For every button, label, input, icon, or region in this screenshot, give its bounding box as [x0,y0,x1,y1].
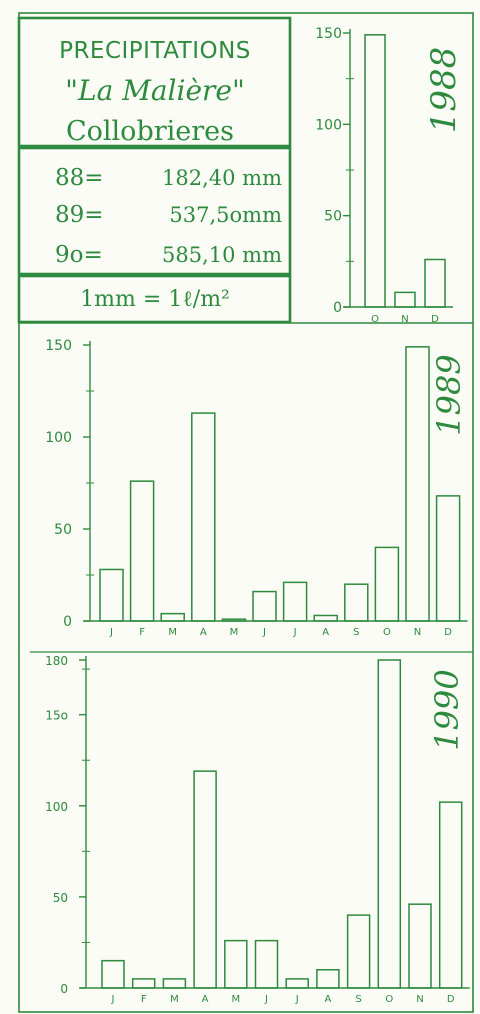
category-label-1990-2: F [141,994,147,1005]
year-title-1989: 1989 [430,354,468,435]
total-89-amount: 537,5omm [169,203,282,227]
chart-1988: 0 50 100 150 O N D 1988 [315,26,464,325]
bar-1989-3 [160,612,185,622]
chart-1989: 0 50 100 150 J F M A M J J A S O N D 1989 [45,338,468,638]
outer-frame [18,12,474,1013]
year-title-1988: 1988 [424,47,464,134]
category-label-1990-5: M [231,994,240,1005]
bar-1990-11 [408,903,432,989]
category-label-1989-4: A [200,627,207,638]
bar-1989-2 [129,480,155,622]
bar-1990-10 [377,659,402,989]
place-name: "La Malière" [65,74,245,107]
category-label-1989-10: O [383,627,391,638]
category-label-1989-3: M [168,627,177,638]
category-label-1990-10: O [385,994,393,1005]
category-label-1990-9: S [355,994,361,1005]
category-label-1989-7: J [293,627,297,638]
category-label-1989-12: D [444,627,452,638]
category-label-1990-11: N [416,994,423,1005]
bar-1989-1 [99,568,124,622]
category-label-1989-2: F [139,627,145,638]
y-tick-label-1990-50: 50 [53,891,68,905]
category-label-1989-5: M [230,627,239,638]
title: PRECIPITATIONS [59,38,251,64]
category-label-1988-3: D [431,314,439,325]
y-tick-label-1989-150: 150 [45,338,72,354]
bar-1990-7 [285,978,309,989]
y-tick-label-1990-0: 0 [60,982,68,996]
town-name: Collobrieres [66,116,234,147]
category-label-1990-12: D [447,994,455,1005]
category-label-1988-1: O [371,314,379,325]
total-88-year: 88= [55,165,104,191]
category-label-1990-7: J [295,994,299,1005]
category-label-1989-1: J [109,627,113,638]
category-label-1989-8: A [322,627,329,638]
y-tick-label-1990-150: 15o [45,709,68,723]
category-label-1989-9: S [353,627,359,638]
bar-1988-3 [424,258,446,308]
bar-1990-12 [438,801,463,989]
bar-1989-6 [252,590,277,622]
bar-1990-3 [162,978,187,989]
y-tick-label-1989-50: 50 [54,522,72,538]
bar-1989-10 [374,546,400,622]
bar-1989-7 [282,581,308,622]
y-tick-label-1988-0: 0 [333,300,342,316]
total-90-amount: 585,10 mm [162,243,282,267]
bar-1990-8 [316,969,340,989]
bar-1988-1 [364,34,386,308]
category-label-1990-6: J [264,994,268,1005]
category-label-1989-11: N [414,627,421,638]
category-label-1989-6: J [262,627,266,638]
bar-1990-4 [193,770,217,989]
category-label-1990-3: M [170,994,179,1005]
bar-1989-5 [221,618,247,622]
year-title-1990: 1990 [428,669,466,750]
y-tick-label-1988-100: 100 [315,117,342,133]
conversion-note: 1mm = 1ℓ/m² [80,287,230,312]
y-tick-label-1989-0: 0 [63,614,72,630]
y-tick-label-1988-150: 150 [315,26,342,42]
category-label-1990-1: J [111,994,115,1005]
bar-1989-11 [405,346,430,622]
total-89-year: 89= [55,202,104,228]
total-88-amount: 182,40 mm [162,166,282,190]
bar-1989-12 [435,495,461,622]
category-label-1990-4: A [202,994,209,1005]
bar-1989-9 [344,583,369,622]
category-label-1988-2: N [401,314,408,325]
bar-1990-1 [101,959,125,989]
y-tick-label-1990-100: 100 [45,800,68,814]
bar-1988-2 [394,291,416,308]
bar-1990-2 [131,978,156,989]
bar-1990-6 [254,939,279,989]
bar-1989-8 [313,614,338,622]
y-tick-label-1988-50: 50 [324,209,342,225]
chart-1990: 0 50 100 15o 180 J F M A M J J A S O N D 1990 [45,654,470,1005]
bar-1989-4 [191,412,216,622]
bar-1990-5 [224,939,248,989]
total-90-year: 9o= [55,242,103,268]
y-tick-label-1989-100: 100 [45,430,72,446]
category-label-1990-8: A [324,994,331,1005]
bar-1990-9 [346,914,371,989]
y-tick-label-1990-180: 180 [45,654,68,668]
